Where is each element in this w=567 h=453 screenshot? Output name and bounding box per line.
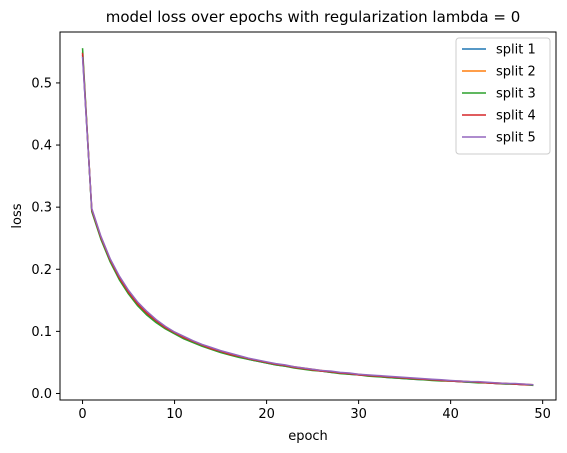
x-tick-label: 0 xyxy=(78,407,86,422)
y-tick-label: 0.4 xyxy=(31,139,52,154)
y-axis-label: loss xyxy=(10,203,25,228)
legend-label-1: split 1 xyxy=(496,43,536,58)
x-tick-label: 10 xyxy=(166,407,183,422)
legend-label-3: split 3 xyxy=(496,87,536,102)
y-tick-label: 0.0 xyxy=(31,387,52,402)
y-tick-label: 0.3 xyxy=(31,201,52,216)
y-tick-label: 0.2 xyxy=(31,263,52,278)
chart-title: model loss over epochs with regularizati… xyxy=(106,8,521,26)
legend: split 1 split 2 split 3 split 4 split 5 xyxy=(455,37,551,155)
legend-label-2: split 2 xyxy=(496,65,536,80)
legend-box xyxy=(455,37,551,155)
x-tick-label: 40 xyxy=(442,407,459,422)
y-tick-label: 0.5 xyxy=(31,76,52,91)
x-tick-label: 20 xyxy=(258,407,275,422)
y-axis: 0.0 0.1 0.2 0.3 0.4 0.5 xyxy=(31,76,60,402)
x-axis: 0 10 20 30 40 50 xyxy=(78,400,551,422)
y-tick-label: 0.1 xyxy=(31,325,52,340)
series-line-5 xyxy=(81,56,534,386)
x-tick-label: 30 xyxy=(350,407,367,422)
legend-label-5: split 5 xyxy=(496,131,536,146)
legend-label-4: split 4 xyxy=(496,109,536,124)
x-axis-label: epoch xyxy=(288,429,328,444)
axes-border xyxy=(59,31,557,401)
series-lines xyxy=(81,48,534,387)
x-tick-label: 50 xyxy=(534,407,551,422)
